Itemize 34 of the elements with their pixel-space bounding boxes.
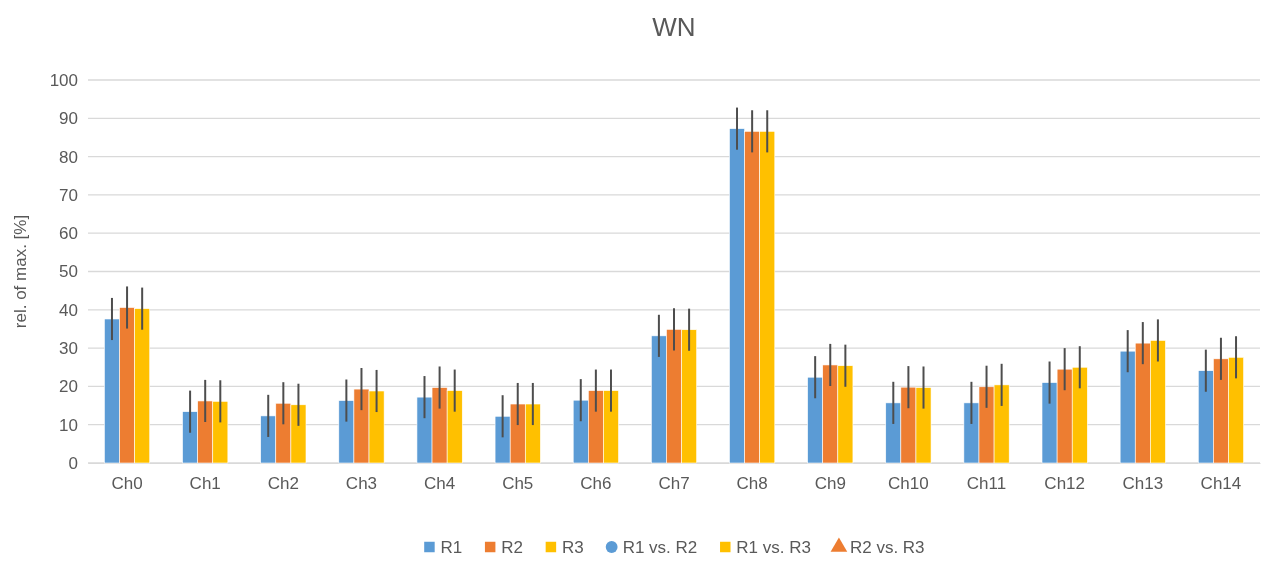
y-tick-label: 70 (59, 185, 78, 205)
x-tick-label: Ch14 (1200, 474, 1242, 494)
x-tick-label: Ch12 (1044, 474, 1085, 494)
y-axis-title: rel. of max. [%] (11, 214, 30, 329)
legend-label: R1 (440, 538, 463, 557)
x-tick-label: Ch11 (966, 474, 1007, 494)
chart-title: WN (652, 12, 696, 42)
legend-label: R1 vs. R3 (736, 538, 811, 557)
x-tick-label: Ch3 (345, 474, 378, 494)
y-tick-label: 40 (59, 300, 78, 320)
y-tick-label: 30 (59, 339, 78, 359)
legend-label: R3 (561, 538, 584, 557)
x-tick-label: Ch0 (111, 474, 143, 494)
y-tick-label: 60 (59, 224, 78, 244)
x-tick-label: Ch8 (736, 474, 768, 494)
y-tick-label: 10 (59, 415, 78, 435)
x-tick-label: Ch10 (888, 474, 929, 494)
x-tick-label: Ch13 (1122, 474, 1164, 494)
x-tick-label: Ch1 (189, 474, 221, 494)
y-tick-label: 50 (59, 262, 78, 282)
legend-label: R1 vs. R2 (622, 538, 698, 557)
legend-label: R2 (501, 538, 523, 557)
x-tick-label: Ch9 (814, 474, 846, 494)
y-tick-label: 80 (59, 147, 78, 167)
x-tick-label: Ch2 (267, 474, 299, 494)
x-tick-label: Ch5 (502, 474, 534, 494)
y-tick-label: 90 (59, 109, 78, 129)
x-tick-label: Ch6 (580, 474, 612, 494)
legend-label: R2 vs. R3 (849, 538, 925, 557)
y-tick-label: 0 (68, 453, 78, 473)
x-tick-label: Ch7 (658, 474, 690, 494)
y-tick-label: 20 (59, 377, 78, 397)
y-tick-label: 100 (49, 70, 78, 90)
x-tick-label: Ch4 (424, 474, 456, 494)
